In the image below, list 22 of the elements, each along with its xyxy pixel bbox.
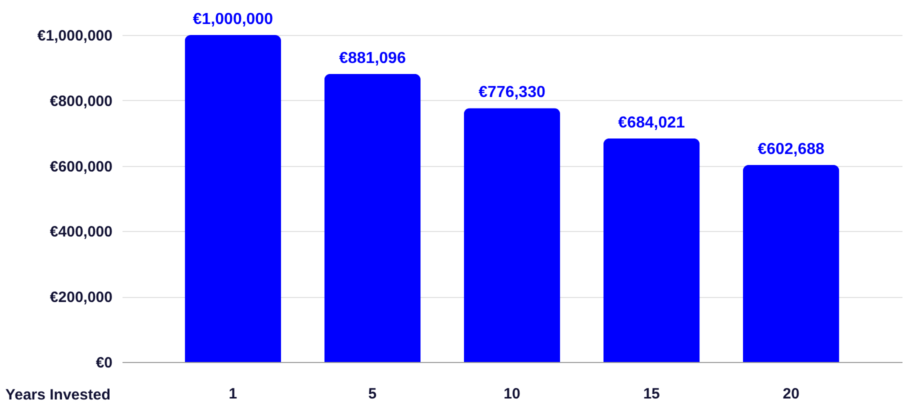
data-label: €684,021 — [618, 114, 686, 132]
x-tick-label: 1 — [228, 386, 238, 402]
bar — [184, 35, 282, 362]
bar — [324, 74, 421, 362]
x-tick-label: 10 — [504, 386, 520, 402]
data-label: €776,330 — [478, 84, 546, 102]
x-tick-label: 15 — [643, 386, 660, 402]
y-tick-label: €600,000 — [50, 158, 112, 176]
data-label: €1,000,000 — [192, 11, 274, 28]
x-axis-title: Years Invested — [5, 386, 110, 404]
x-tick-label: 5 — [368, 386, 377, 402]
data-label: €881,096 — [339, 50, 406, 67]
bar — [603, 138, 700, 362]
y-tick-label: €400,000 — [50, 224, 112, 241]
y-tick-label: €1,000,000 — [37, 28, 112, 44]
x-tick-label: 20 — [782, 386, 800, 402]
y-tick-label: €200,000 — [50, 289, 112, 306]
bar — [464, 108, 560, 362]
data-label: €602,688 — [758, 140, 825, 158]
bar — [742, 164, 840, 362]
y-tick-label: €800,000 — [50, 92, 112, 110]
y-tick-label: €0 — [96, 354, 112, 372]
